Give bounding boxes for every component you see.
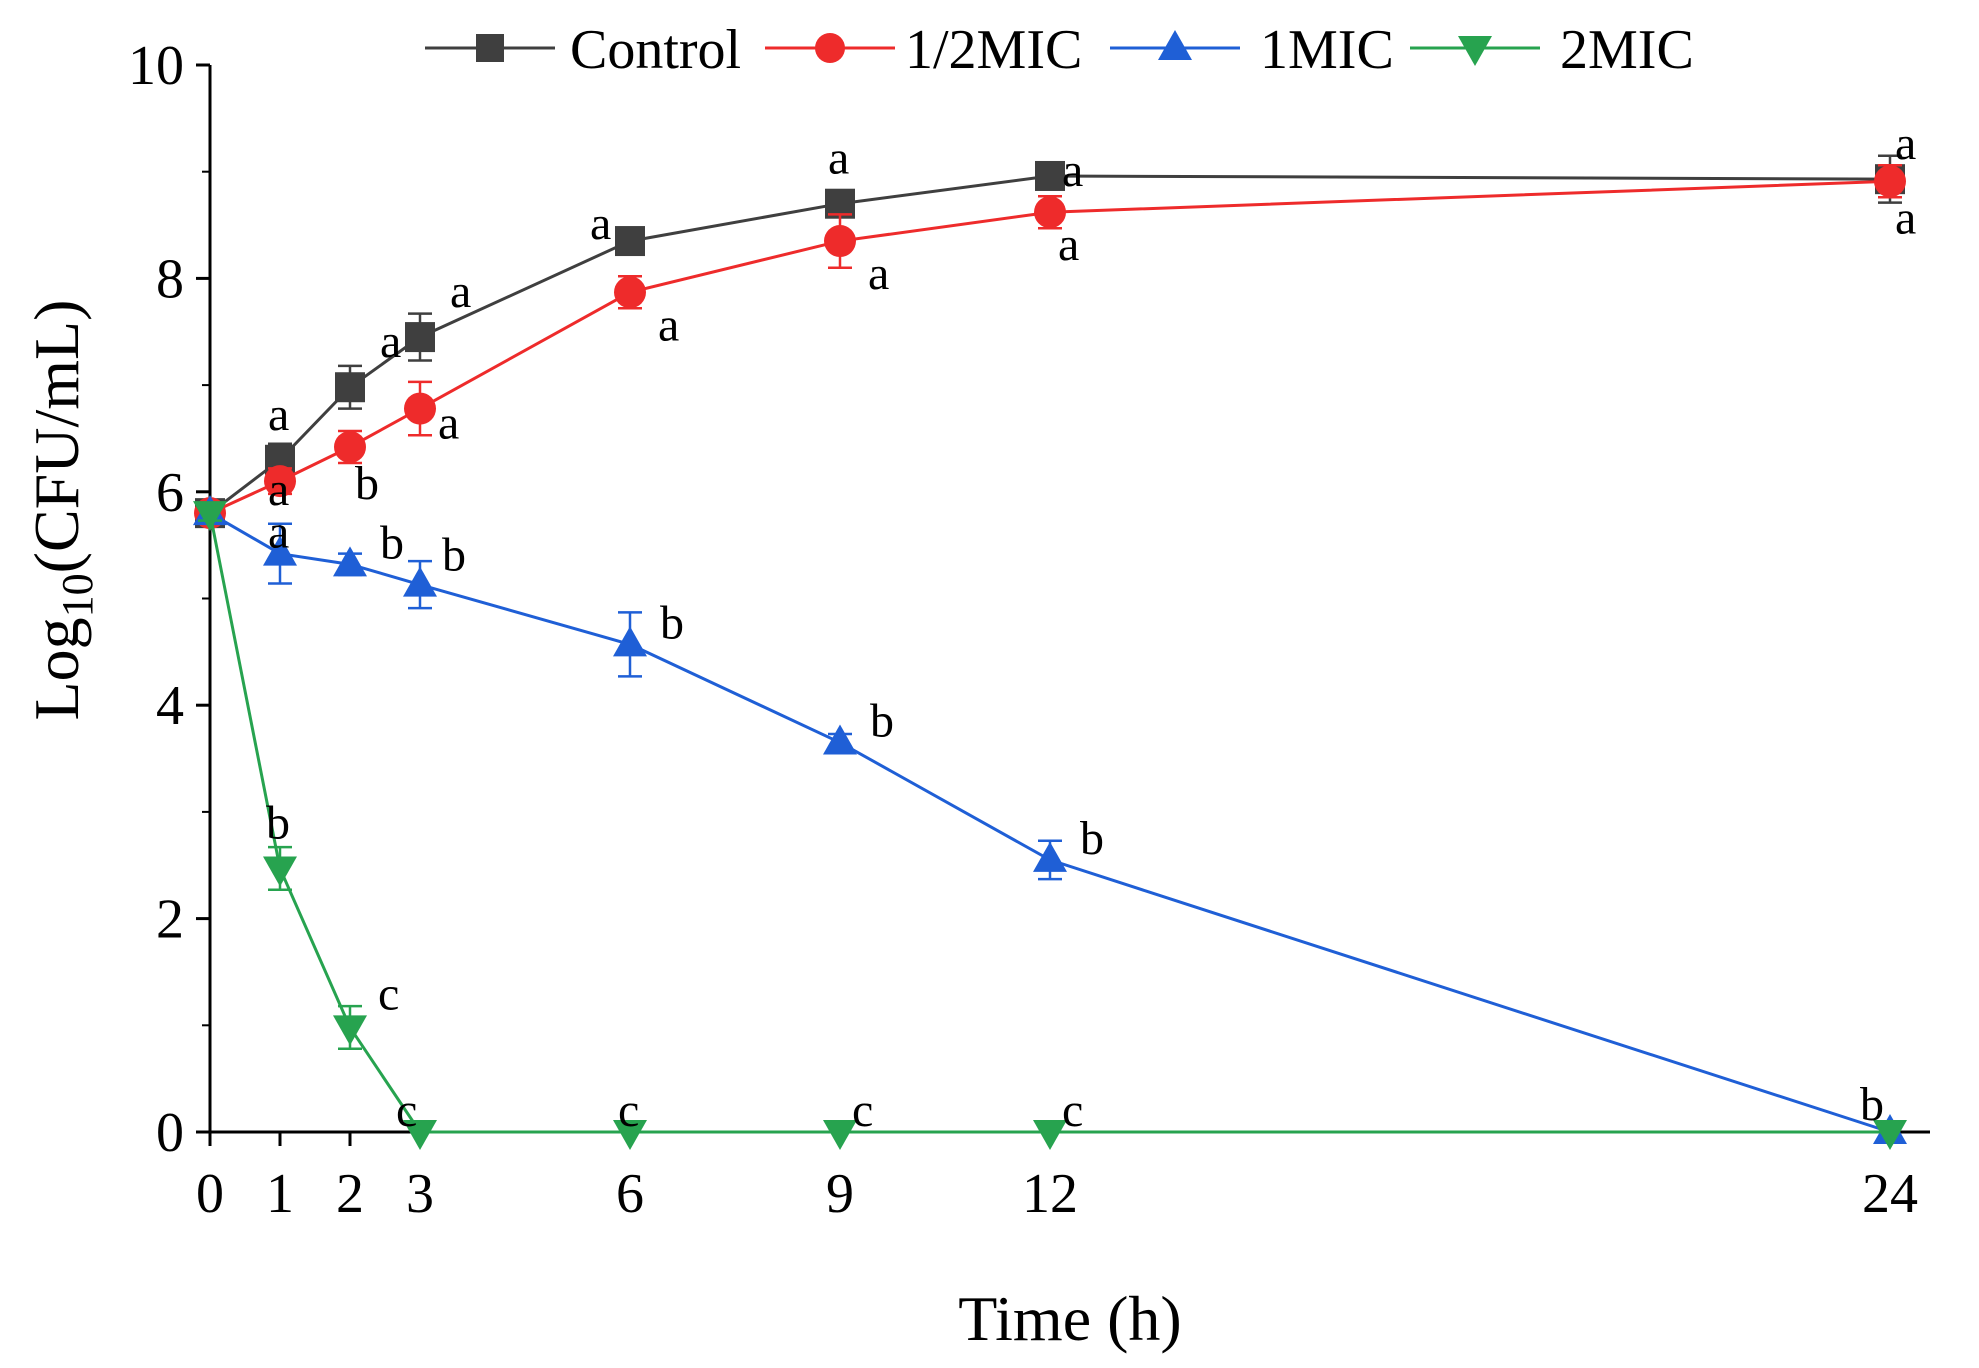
significance-letter: b: [442, 529, 466, 582]
data-point: [404, 392, 436, 425]
significance-letter: a: [658, 298, 679, 351]
data-point: [403, 566, 437, 597]
data-point: [613, 1120, 647, 1150]
legend-marker-half-mic: [815, 33, 845, 63]
significance-letter: a: [450, 265, 471, 318]
significance-letter: a: [268, 388, 289, 441]
y-axis-title-subscript: 10: [53, 573, 102, 617]
legend-marker-2mic: [1458, 36, 1492, 66]
data-point: [193, 501, 227, 532]
significance-letter: a: [1895, 191, 1916, 244]
significance-letter: b: [266, 796, 290, 849]
data-point: [334, 430, 366, 463]
data-point: [824, 225, 856, 258]
data-point: [1033, 1120, 1067, 1150]
significance-letter: a: [268, 463, 289, 516]
legend-label-half-mic: 1/2MIC: [905, 19, 1082, 81]
data-point: [403, 1120, 437, 1150]
series-line-1mic: [209, 511, 1891, 1134]
significance-letter: c: [378, 967, 399, 1020]
data-point: [263, 856, 297, 887]
data-point: [335, 372, 365, 403]
data-point: [333, 1015, 367, 1046]
y-tick-label: 0: [156, 1102, 184, 1164]
series-line-2mic: [208, 512, 1890, 1134]
significance-letter: a: [868, 247, 889, 300]
significance-letter: a: [1058, 218, 1079, 271]
data-point: [615, 226, 645, 257]
legend: Control 1/2MIC 1MIC 2MIC: [425, 19, 1694, 81]
significance-letter: a: [1895, 117, 1916, 170]
data-point: [823, 1120, 857, 1150]
data-point: [333, 546, 367, 577]
significance-letter: a: [380, 315, 401, 368]
y-tick-label: 2: [156, 889, 184, 951]
y-tick-label: 4: [156, 675, 184, 737]
y-axis-title-rest: (CFU/mL): [21, 300, 92, 574]
legend-label-control: Control: [570, 19, 741, 81]
data-point: [823, 724, 857, 755]
significance-letter: c: [396, 1084, 417, 1137]
data-point: [1035, 160, 1065, 191]
significance-letter: a: [828, 132, 849, 185]
x-tick-label: 12: [1022, 1163, 1078, 1225]
x-tick-label: 3: [406, 1163, 434, 1225]
data-point: [263, 535, 297, 566]
legend-label-2mic: 2MIC: [1560, 19, 1694, 81]
significance-letter: a: [268, 506, 289, 559]
significance-letter: b: [1860, 1078, 1884, 1131]
legend-label-1mic: 1MIC: [1260, 19, 1394, 81]
data-point: [1873, 1120, 1907, 1150]
x-tick-label: 2: [336, 1163, 364, 1225]
data-point: [1033, 841, 1067, 872]
x-tick-label: 6: [616, 1163, 644, 1225]
data-point: [405, 322, 435, 353]
x-tick-label: 24: [1862, 1163, 1918, 1225]
significance-letter: c: [852, 1084, 873, 1137]
series-1mic: [193, 495, 1907, 1144]
data-point: [614, 276, 646, 309]
y-tick-label: 8: [156, 248, 184, 310]
data-point: [1874, 165, 1906, 198]
y-tick-label: 10: [128, 35, 184, 97]
significance-letter: c: [1062, 1084, 1083, 1137]
data-point: [264, 465, 296, 498]
x-axis-title: Time (h): [958, 1283, 1181, 1354]
significance-letter: b: [355, 457, 379, 510]
significance-letter: a: [590, 197, 611, 250]
data-point: [613, 626, 647, 657]
y-tick-label: 6: [156, 462, 184, 524]
y-axis-title: Log10(CFU/mL): [21, 300, 102, 721]
significance-letter: c: [618, 1084, 639, 1137]
series-half-mic: [194, 164, 1906, 530]
legend-marker-1mic: [1158, 30, 1192, 60]
significance-letter: b: [660, 596, 684, 649]
significance-letter: a: [1062, 144, 1083, 197]
data-point: [1034, 196, 1066, 229]
x-tick-label: 1: [266, 1163, 294, 1225]
series-2mic: [193, 501, 1907, 1150]
significance-letter: b: [870, 695, 894, 748]
x-tick-label: 0: [196, 1163, 224, 1225]
significance-letter: b: [1080, 812, 1104, 865]
x-tick-label: 9: [826, 1163, 854, 1225]
significance-letter: b: [380, 516, 404, 569]
significance-letter: a: [438, 397, 459, 450]
legend-marker-control: [476, 34, 504, 62]
series-line-half-mic: [209, 179, 1891, 515]
y-axis-title-base: Log: [21, 617, 92, 720]
